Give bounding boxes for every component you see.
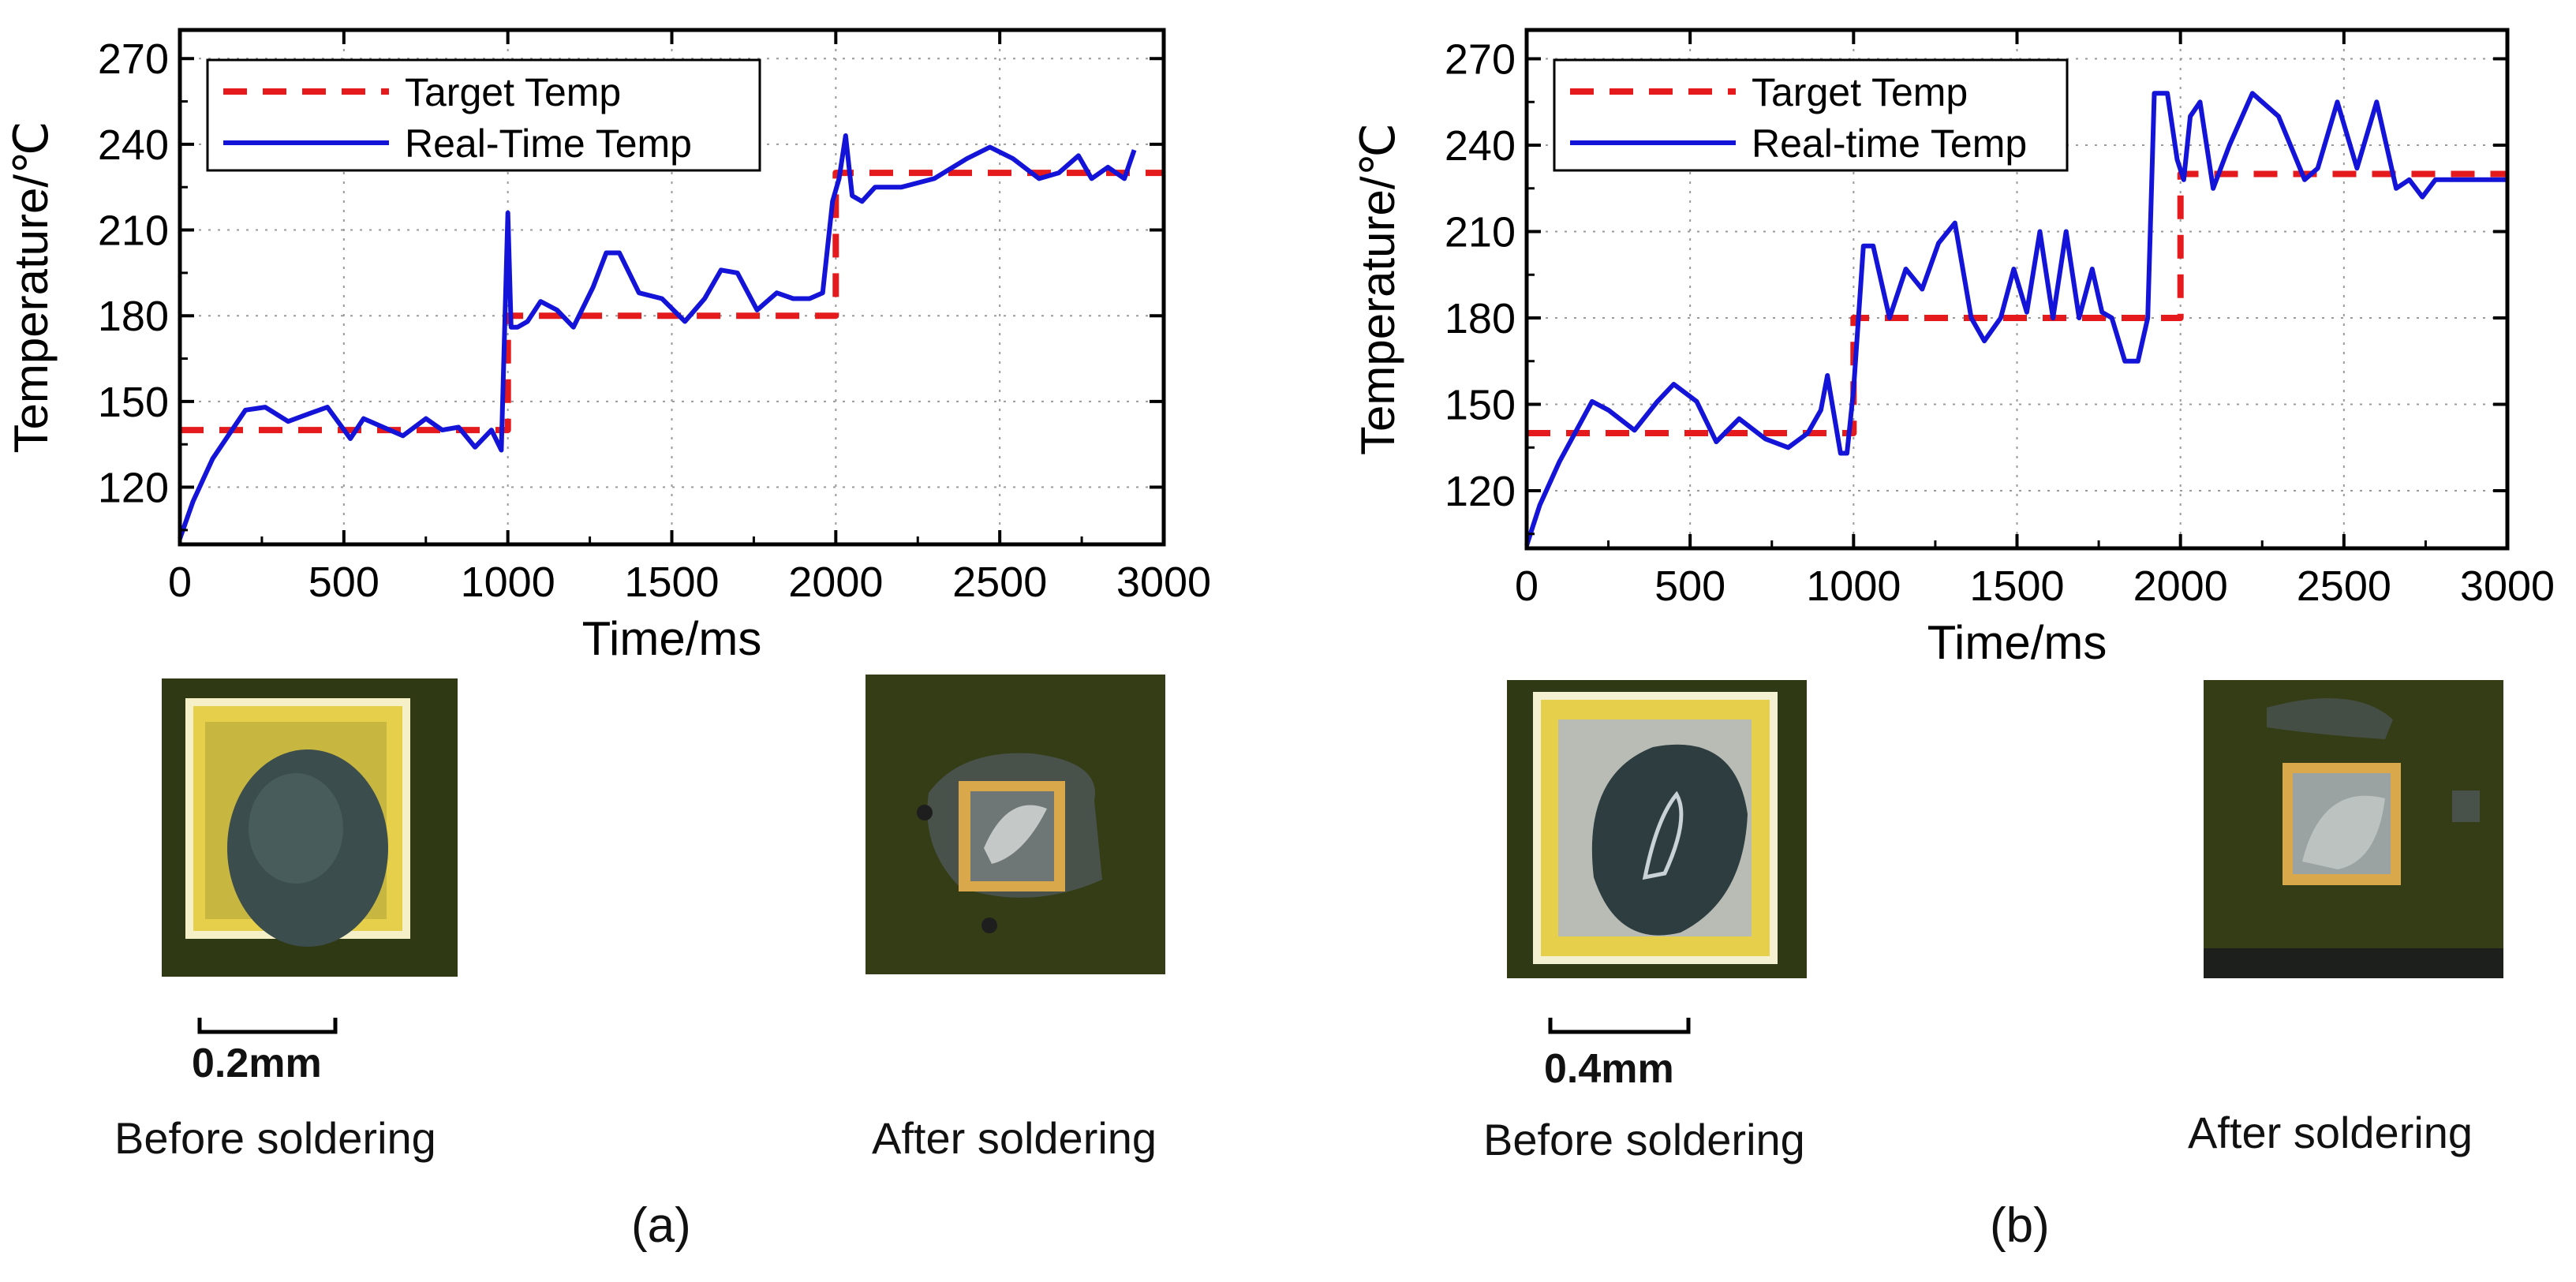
caption-a-after: After soldering bbox=[872, 1113, 1157, 1163]
photo-b-after bbox=[2204, 680, 2503, 978]
chart-a-legend-label: Real-Time Temp bbox=[405, 121, 692, 166]
chart-a-x-axis-label: Time/ms bbox=[582, 612, 762, 665]
chart-b-y-tick-label: 180 bbox=[1445, 295, 1516, 342]
scale-bar-b bbox=[1548, 1018, 1691, 1034]
chart-a-x-tick-label: 2000 bbox=[788, 559, 883, 606]
chart-b-y-tick-label: 240 bbox=[1445, 122, 1516, 170]
scale-label-a: 0.2mm bbox=[192, 1041, 322, 1086]
chart-a-x-tick-label: 1000 bbox=[461, 559, 555, 606]
chart-a-x-tick-label: 3000 bbox=[1116, 559, 1211, 606]
chart-a-y-tick-label: 150 bbox=[98, 379, 169, 426]
chart-a-y-tick-label: 240 bbox=[98, 121, 169, 169]
caption-b-after: After soldering bbox=[2188, 1108, 2473, 1157]
photo-b-before bbox=[1507, 680, 1807, 978]
panel-label-a: (a) bbox=[631, 1198, 691, 1253]
chart-a-y-axis-label: Temperature/℃ bbox=[5, 121, 58, 454]
chart-b-y-tick-label: 210 bbox=[1445, 209, 1516, 256]
chart-a-y-tick-label: 210 bbox=[98, 207, 169, 255]
chart-b-y-tick-label: 150 bbox=[1445, 382, 1516, 429]
chart-a-legend-label: Target Temp bbox=[405, 70, 621, 114]
chart-a: 0 500 1000 1500 2000 2500 3000 120 150 180 210 240 2… bbox=[5, 28, 1211, 665]
caption-b-before: Before soldering bbox=[1483, 1115, 1805, 1164]
chart-b: 0 500 1000 1500 2000 2500 3000 120 150 180 210 240 2… bbox=[1352, 28, 2555, 669]
photo-a-after bbox=[866, 675, 1165, 974]
chart-b-x-tick-label: 1500 bbox=[1969, 563, 2064, 610]
chart-b-legend-box bbox=[1553, 58, 2069, 172]
chart-b-x-tick-label: 2500 bbox=[2297, 563, 2391, 610]
chart-b-x-tick-label: 2000 bbox=[2133, 563, 2228, 610]
chart-b-series-target-temp-line bbox=[1527, 170, 2507, 436]
chart-a-legend-box bbox=[206, 58, 761, 172]
photo-a-before bbox=[162, 678, 458, 977]
chart-b-legend-label: Real-time Temp bbox=[1752, 121, 2027, 166]
chart-a-y-tick-label: 180 bbox=[98, 293, 169, 340]
scale-bar-a bbox=[197, 1018, 338, 1034]
caption-a-before: Before soldering bbox=[114, 1113, 436, 1163]
chart-b-x-tick-label: 3000 bbox=[2460, 563, 2555, 610]
chart-b-y-tick-label: 270 bbox=[1445, 36, 1516, 84]
chart-b-y-axis-label: Temperature/℃ bbox=[1352, 123, 1404, 455]
chart-a-series-real-time-temp-line bbox=[178, 133, 1137, 540]
chart-b-y-tick-label: 120 bbox=[1445, 468, 1516, 515]
chart-a-y-tick-label: 120 bbox=[98, 465, 169, 512]
chart-a-x-tick-label: 500 bbox=[308, 559, 379, 606]
chart-b-x-tick-label: 1000 bbox=[1806, 563, 1901, 610]
chart-a-x-tick-label: 2500 bbox=[952, 559, 1047, 606]
chart-a-x-tick-label: 0 bbox=[168, 559, 192, 606]
chart-b-x-tick-label: 0 bbox=[1515, 563, 1538, 610]
panel-label-b: (b) bbox=[1990, 1198, 2050, 1253]
scale-label-b: 0.4mm bbox=[1544, 1046, 1674, 1092]
chart-b-legend-label: Target Temp bbox=[1752, 70, 1968, 114]
chart-a-x-tick-label: 1500 bbox=[624, 559, 719, 606]
chart-b-series-real-time-temp-line bbox=[1524, 91, 2507, 547]
chart-a-y-tick-label: 270 bbox=[98, 36, 169, 83]
chart-b-x-axis-label: Time/ms bbox=[1927, 616, 2107, 669]
chart-a-series-target-temp-line bbox=[180, 170, 1164, 434]
chart-b-x-tick-label: 500 bbox=[1654, 563, 1725, 610]
